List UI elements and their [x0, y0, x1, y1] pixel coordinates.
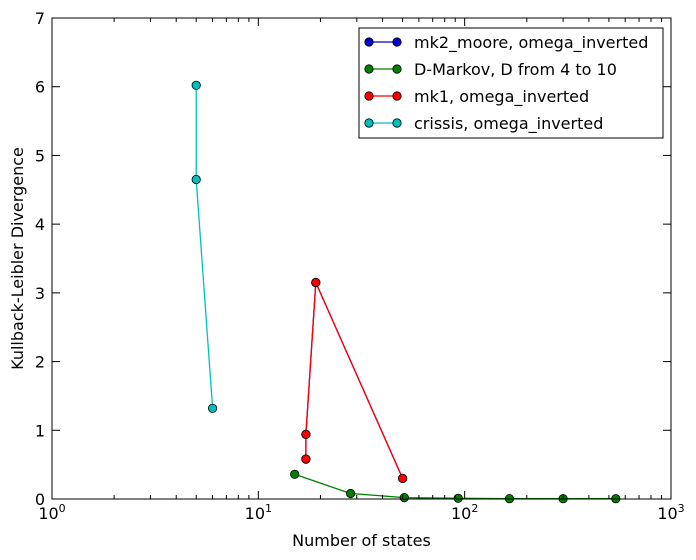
x-tick-label-1: 101 [245, 502, 272, 523]
legend-marker-left-0 [364, 37, 374, 47]
data-point-3-1 [191, 174, 201, 185]
legend-label-1: D-Markov, D from 4 to 10 [414, 60, 617, 79]
y-tick-label-2: 2 [35, 353, 45, 372]
x-tick-label-0: 100 [38, 502, 65, 523]
plot-frame [51, 17, 672, 500]
y-tick-label-6: 6 [35, 78, 45, 97]
y-tick-label-7: 7 [35, 9, 45, 28]
x-axis-label: Number of states [292, 531, 431, 550]
x-tick-label-3: 103 [657, 502, 684, 523]
series-line-2 [305, 282, 404, 479]
data-point-2-3 [397, 473, 408, 483]
series-layer [191, 80, 621, 504]
legend-marker-left-2 [364, 91, 374, 101]
legend-marker-right-1 [392, 64, 402, 74]
legend-label-3: crissis, omega_inverted [414, 114, 603, 134]
legend-label-2: mk1, omega_inverted [414, 87, 589, 107]
data-point-2-1 [301, 429, 311, 439]
data-point-1-3 [453, 493, 463, 503]
y-tick-label-4: 4 [35, 215, 45, 234]
data-point-1-1 [345, 488, 356, 499]
legend-marker-left-3 [364, 118, 374, 128]
y-tick-label-5: 5 [35, 146, 45, 165]
x-tick-label-2: 102 [451, 502, 478, 523]
data-point-3-2 [208, 403, 218, 413]
legend: mk2_moore, omega_inverted D-Markov, D fro… [358, 27, 664, 139]
data-point-1-2 [399, 492, 409, 503]
legend-box [358, 27, 664, 139]
tick-layer: 100 101 102 103 0 1 2 3 4 5 6 7 [35, 9, 685, 523]
data-point-3-0 [191, 80, 201, 90]
legend-marker-right-2 [392, 91, 402, 101]
y-tick-label-1: 1 [35, 421, 45, 440]
legend-marker-right-3 [392, 118, 402, 128]
y-axis-label: Kullback-Leibler Divergence [8, 147, 27, 370]
data-point-2-2 [311, 277, 321, 288]
y-tick-label-3: 3 [35, 284, 45, 303]
legend-marker-left-1 [364, 64, 374, 74]
data-point-2-0 [301, 454, 311, 464]
legend-label-0: mk2_moore, omega_inverted [414, 33, 648, 53]
data-point-1-0 [290, 469, 300, 479]
y-tick-label-0: 0 [35, 490, 45, 509]
legend-marker-right-0 [392, 37, 402, 47]
